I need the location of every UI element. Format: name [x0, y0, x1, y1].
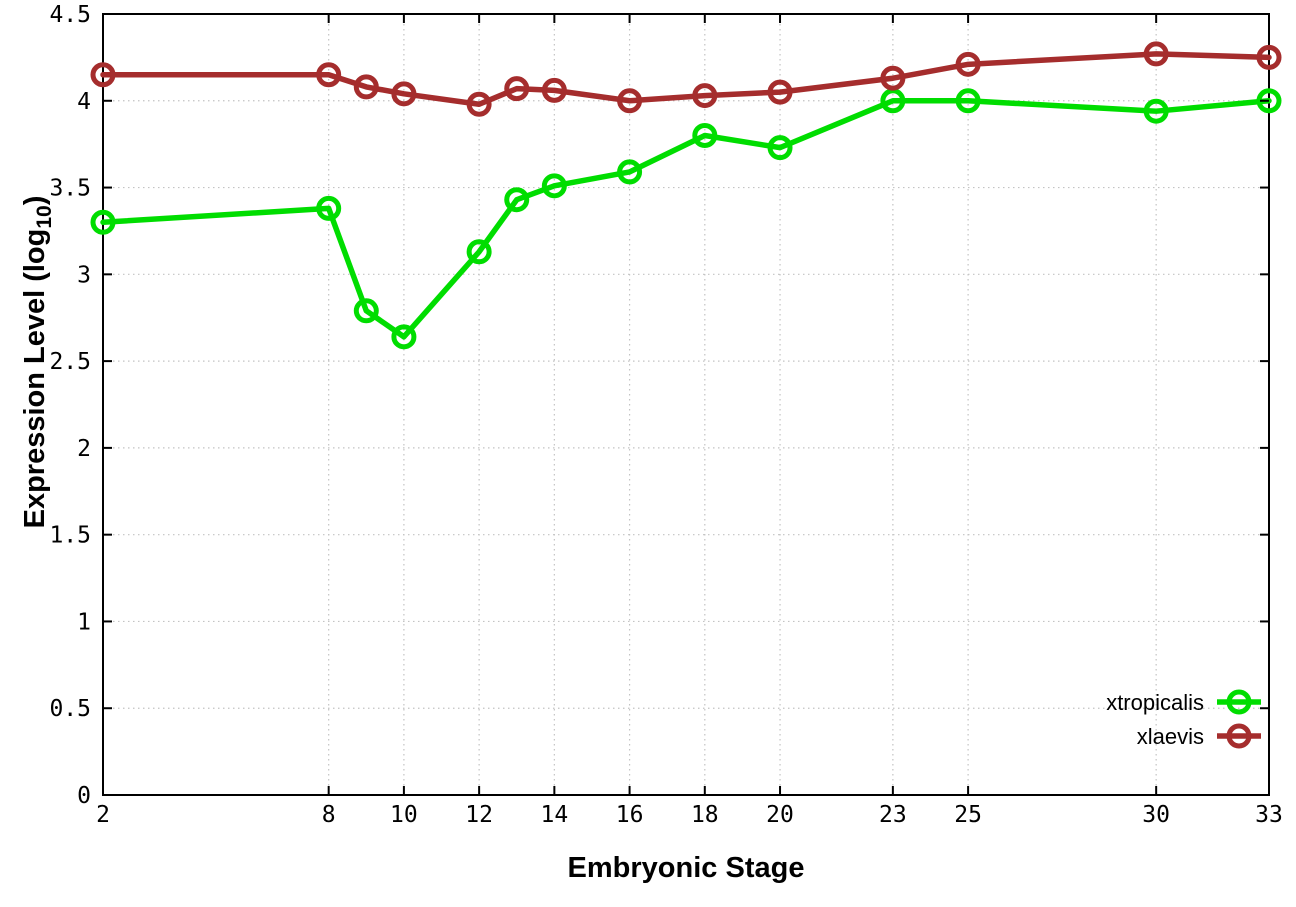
- data-series: [90, 41, 1282, 350]
- y-tick-label: 1.5: [49, 523, 91, 549]
- x-tick-label: 12: [465, 802, 493, 828]
- y-tick-label: 3: [77, 262, 91, 288]
- data-point-xtropicalis: [617, 159, 643, 185]
- data-point-xlaevis: [353, 74, 379, 100]
- x-tick-label: 10: [390, 802, 418, 828]
- legend: xtropicalis xlaevis: [1106, 689, 1261, 749]
- data-point-xtropicalis: [353, 298, 379, 324]
- x-tick-label: 30: [1142, 802, 1170, 828]
- tick-labels: 2 8 10 12 14 16 18 20 23 25 30 33 0 0.5 1 1.5 2 2.5 3 3.5 4 4…: [49, 2, 1282, 828]
- y-tick-label: 2: [77, 436, 91, 462]
- data-point-xlaevis: [955, 51, 981, 77]
- y-tick-label: 3.5: [49, 176, 91, 202]
- data-point-xlaevis: [1256, 44, 1282, 70]
- y-tick-label: 4: [77, 89, 91, 115]
- data-point-xtropicalis: [466, 239, 492, 265]
- data-point-xlaevis: [1143, 41, 1169, 67]
- data-point-xtropicalis: [1256, 88, 1282, 114]
- x-tick-label: 2: [96, 802, 110, 828]
- plot-border: [102, 13, 1270, 796]
- y-axis-title: Expression Level (log10): [19, 196, 56, 529]
- x-tick-label: 8: [322, 802, 336, 828]
- x-tick-label: 25: [954, 802, 982, 828]
- axis-ticks: [102, 13, 1270, 796]
- x-axis-title: Embryonic Stage: [568, 852, 805, 884]
- data-point-xtropicalis: [90, 209, 116, 235]
- legend-label-xtropicalis: xtropicalis: [1106, 690, 1204, 715]
- plot-frame: [102, 13, 1270, 796]
- data-point-xlaevis: [767, 79, 793, 105]
- x-tick-label: 14: [541, 802, 569, 828]
- legend-label-xlaevis: xlaevis: [1137, 724, 1204, 749]
- data-point-xtropicalis: [316, 195, 342, 221]
- y-tick-label: 1: [77, 609, 91, 635]
- data-point-xlaevis: [316, 62, 342, 88]
- data-point-xtropicalis: [504, 187, 530, 213]
- gridlines: [102, 13, 1270, 796]
- data-point-xlaevis: [90, 62, 116, 88]
- data-point-xlaevis: [504, 76, 530, 102]
- x-tick-label: 20: [766, 802, 794, 828]
- data-point-xtropicalis: [541, 173, 567, 199]
- data-point-xtropicalis: [1143, 98, 1169, 124]
- x-tick-label: 18: [691, 802, 719, 828]
- data-point-xtropicalis: [880, 88, 906, 114]
- data-point-xlaevis: [617, 88, 643, 114]
- x-tick-label: 23: [879, 802, 907, 828]
- data-point-xlaevis: [466, 91, 492, 117]
- data-point-xtropicalis: [767, 135, 793, 161]
- y-tick-label: 0.5: [49, 696, 91, 722]
- data-point-xlaevis: [880, 65, 906, 91]
- data-point-xlaevis: [391, 81, 417, 107]
- series-line-xlaevis: [100, 51, 1272, 107]
- legend-sample-marker: [1226, 689, 1252, 715]
- data-point-xlaevis: [541, 77, 567, 103]
- data-point-xtropicalis: [391, 324, 417, 350]
- y-tick-label: 2.5: [49, 349, 91, 375]
- data-point-xlaevis: [692, 83, 718, 109]
- y-tick-label: 4.5: [49, 2, 91, 28]
- x-tick-label: 33: [1255, 802, 1283, 828]
- legend-sample-marker: [1226, 723, 1252, 749]
- series-line-xtropicalis: [100, 98, 1272, 340]
- x-tick-label: 16: [616, 802, 644, 828]
- data-point-xtropicalis: [692, 122, 718, 148]
- data-point-xtropicalis: [955, 88, 981, 114]
- y-tick-label: 0: [77, 783, 91, 809]
